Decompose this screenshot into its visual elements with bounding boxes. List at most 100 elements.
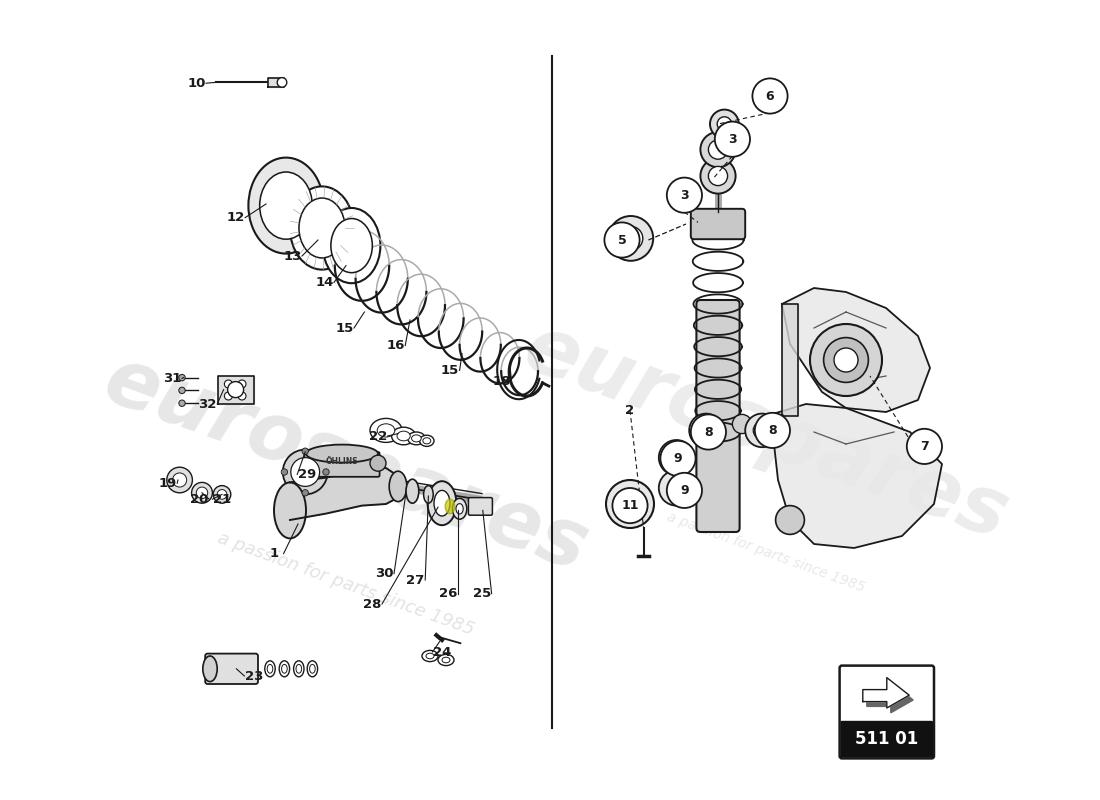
Ellipse shape xyxy=(202,656,217,682)
Ellipse shape xyxy=(299,198,345,258)
Circle shape xyxy=(613,488,648,523)
Circle shape xyxy=(217,490,227,499)
Ellipse shape xyxy=(370,418,402,442)
Ellipse shape xyxy=(260,172,312,239)
Ellipse shape xyxy=(406,479,419,503)
FancyBboxPatch shape xyxy=(840,721,933,758)
Text: a passion for parts since 1985: a passion for parts since 1985 xyxy=(216,529,476,639)
Ellipse shape xyxy=(452,498,466,519)
Ellipse shape xyxy=(422,650,438,662)
Text: 21: 21 xyxy=(213,493,231,506)
FancyBboxPatch shape xyxy=(469,498,493,515)
Ellipse shape xyxy=(442,658,450,662)
Text: 10: 10 xyxy=(187,77,206,90)
Text: ÖHLINS: ÖHLINS xyxy=(326,457,359,466)
Circle shape xyxy=(619,226,642,250)
Text: 26: 26 xyxy=(439,587,458,600)
Circle shape xyxy=(277,78,287,87)
Circle shape xyxy=(697,422,715,439)
Circle shape xyxy=(710,110,739,138)
Polygon shape xyxy=(766,404,942,548)
Ellipse shape xyxy=(419,435,435,446)
Text: 24: 24 xyxy=(432,646,451,658)
Text: 7: 7 xyxy=(920,440,928,453)
Circle shape xyxy=(173,473,187,487)
Circle shape xyxy=(810,324,882,396)
Circle shape xyxy=(752,78,788,114)
Circle shape xyxy=(755,413,790,448)
Ellipse shape xyxy=(426,653,434,659)
Circle shape xyxy=(606,480,654,528)
Polygon shape xyxy=(218,376,254,404)
Circle shape xyxy=(608,216,653,261)
Circle shape xyxy=(717,117,732,131)
Ellipse shape xyxy=(249,158,323,254)
Ellipse shape xyxy=(434,490,450,516)
Circle shape xyxy=(618,492,642,516)
Ellipse shape xyxy=(331,218,372,273)
Circle shape xyxy=(604,222,639,258)
Ellipse shape xyxy=(296,664,301,673)
Ellipse shape xyxy=(397,431,410,441)
Circle shape xyxy=(660,441,695,476)
Polygon shape xyxy=(782,304,797,416)
Ellipse shape xyxy=(456,504,463,514)
FancyBboxPatch shape xyxy=(305,452,380,477)
Circle shape xyxy=(179,400,185,406)
Text: 8: 8 xyxy=(768,424,777,437)
Text: eurospares: eurospares xyxy=(514,308,1019,556)
Text: 12: 12 xyxy=(227,211,244,224)
Text: 23: 23 xyxy=(245,670,263,682)
Text: 14: 14 xyxy=(316,276,333,289)
Text: 9: 9 xyxy=(673,452,682,465)
Circle shape xyxy=(906,429,942,464)
Ellipse shape xyxy=(267,664,273,673)
Text: 19: 19 xyxy=(158,477,177,490)
Ellipse shape xyxy=(294,661,304,677)
Circle shape xyxy=(370,455,386,471)
Text: 6: 6 xyxy=(766,90,774,102)
Circle shape xyxy=(228,382,243,398)
Circle shape xyxy=(302,490,308,496)
Circle shape xyxy=(282,469,287,475)
Text: 9: 9 xyxy=(680,484,689,497)
Text: 3: 3 xyxy=(680,189,689,202)
Circle shape xyxy=(701,158,736,194)
Ellipse shape xyxy=(306,445,378,462)
Text: 20: 20 xyxy=(190,493,209,506)
Circle shape xyxy=(224,380,232,388)
Ellipse shape xyxy=(428,481,456,526)
Circle shape xyxy=(745,414,779,447)
Circle shape xyxy=(708,166,727,186)
Ellipse shape xyxy=(265,661,275,677)
Text: 16: 16 xyxy=(386,339,405,352)
Circle shape xyxy=(824,338,868,382)
Ellipse shape xyxy=(279,661,289,677)
Text: 15: 15 xyxy=(336,322,353,334)
Text: 30: 30 xyxy=(375,567,394,580)
Circle shape xyxy=(668,479,685,497)
Text: 2: 2 xyxy=(626,404,635,417)
Ellipse shape xyxy=(309,664,316,673)
Polygon shape xyxy=(782,288,929,412)
Circle shape xyxy=(213,486,231,503)
Circle shape xyxy=(290,458,320,486)
Circle shape xyxy=(191,482,212,503)
Ellipse shape xyxy=(408,432,426,445)
Circle shape xyxy=(224,392,232,400)
Text: 18: 18 xyxy=(493,375,512,388)
Circle shape xyxy=(238,380,246,388)
Ellipse shape xyxy=(392,427,416,445)
Text: 15: 15 xyxy=(441,364,459,377)
Text: 32: 32 xyxy=(198,398,217,410)
Ellipse shape xyxy=(411,435,421,442)
Circle shape xyxy=(701,132,736,167)
Polygon shape xyxy=(268,78,285,87)
Text: 27: 27 xyxy=(407,574,425,586)
Circle shape xyxy=(302,448,308,454)
Circle shape xyxy=(667,473,702,508)
Circle shape xyxy=(715,122,750,157)
Text: 22: 22 xyxy=(368,430,387,442)
Text: 31: 31 xyxy=(163,372,182,385)
Text: 3: 3 xyxy=(728,133,737,146)
